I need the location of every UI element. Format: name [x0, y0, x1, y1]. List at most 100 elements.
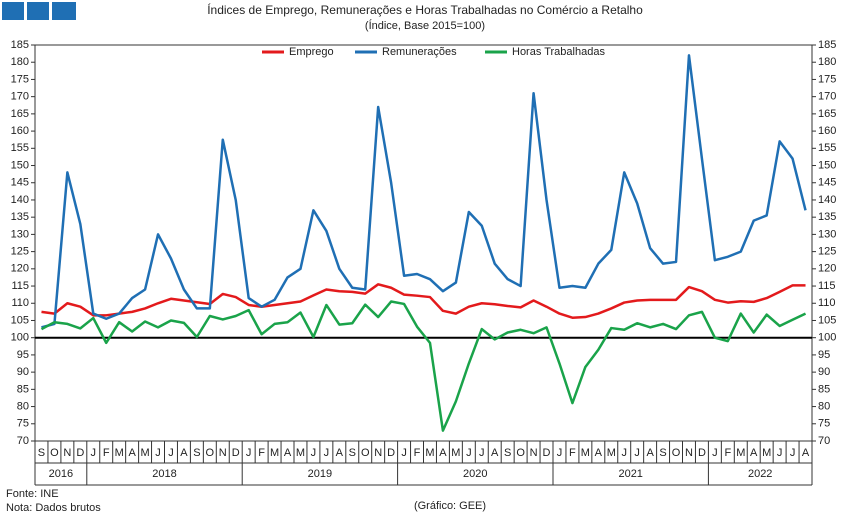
- x-tick-label: D: [76, 447, 84, 459]
- x-tick-label: J: [790, 447, 796, 459]
- y2-tick-label: 170: [818, 91, 836, 103]
- y-tick-label: 150: [11, 159, 29, 171]
- series-line: [41, 283, 806, 319]
- chart-subtitle: (Índice, Base 2015=100): [365, 19, 485, 32]
- x-tick-label: M: [140, 447, 149, 459]
- x-tick-label: J: [246, 447, 252, 459]
- x-tick-label: O: [361, 447, 370, 459]
- y2-tick-label: 185: [818, 39, 836, 51]
- series-line: [41, 54, 807, 329]
- x-tick-label: F: [103, 447, 110, 459]
- note: Nota: Dados brutos: [6, 502, 101, 514]
- y2-tick-label: 80: [818, 400, 830, 412]
- x-tick-label: O: [50, 447, 59, 459]
- y2-tick-label: 180: [818, 56, 836, 68]
- x-tick-label: M: [425, 447, 434, 459]
- year-label: 2019: [308, 468, 332, 480]
- y2-tick-label: 125: [818, 246, 836, 258]
- y2-tick-label: 160: [818, 125, 836, 137]
- series-line: [40, 300, 807, 432]
- x-tick-label: M: [296, 447, 305, 459]
- x-tick-label: J: [777, 447, 783, 459]
- x-tick-label: O: [672, 447, 681, 459]
- year-label: 2016: [49, 468, 73, 480]
- x-tick-label: O: [206, 447, 215, 459]
- x-tick-label: J: [311, 447, 317, 459]
- y2-tick-label: 165: [818, 108, 836, 120]
- x-tick-label: D: [387, 447, 395, 459]
- x-tick-label: J: [155, 447, 161, 459]
- y2-tick-label: 130: [818, 228, 836, 240]
- source: Fonte: INE: [6, 488, 59, 500]
- logo-block: [2, 2, 24, 20]
- year-label: 2022: [748, 468, 772, 480]
- y-tick-label: 120: [11, 263, 29, 275]
- y-tick-label: 75: [17, 418, 29, 430]
- legend-label: Emprego: [289, 46, 334, 58]
- x-tick-label: D: [543, 447, 551, 459]
- y-tick-label: 115: [11, 280, 29, 292]
- x-tick-label: A: [750, 447, 758, 459]
- x-tick-label: J: [557, 447, 563, 459]
- chart-title: Índices de Emprego, Remunerações e Horas…: [207, 2, 643, 17]
- y2-tick-label: 140: [818, 194, 836, 206]
- x-tick-label: A: [595, 447, 603, 459]
- x-tick-label: S: [349, 447, 356, 459]
- x-tick-label: S: [193, 447, 200, 459]
- y2-tick-label: 110: [818, 297, 836, 309]
- x-tick-label: M: [451, 447, 460, 459]
- y2-tick-label: 75: [818, 418, 830, 430]
- y-tick-label: 175: [11, 73, 29, 85]
- legend-label: Remunerações: [382, 46, 457, 58]
- x-tick-label: A: [491, 447, 499, 459]
- x-tick-label: F: [414, 447, 421, 459]
- y-tick-label: 85: [17, 383, 29, 395]
- y2-tick-label: 115: [818, 280, 836, 292]
- y-tick-label: 90: [17, 366, 29, 378]
- x-tick-label: F: [258, 447, 265, 459]
- credit: (Gráfico: GEE): [414, 500, 486, 512]
- y2-tick-label: 120: [818, 263, 836, 275]
- y2-tick-label: 135: [818, 211, 836, 223]
- y-tick-label: 95: [17, 349, 29, 361]
- y2-tick-label: 70: [818, 435, 830, 447]
- x-tick-label: S: [504, 447, 511, 459]
- x-tick-label: A: [284, 447, 292, 459]
- x-tick-label: J: [712, 447, 718, 459]
- x-tick-label: J: [401, 447, 407, 459]
- x-tick-label: N: [63, 447, 71, 459]
- y-tick-label: 135: [11, 211, 29, 223]
- y2-tick-label: 105: [818, 314, 836, 326]
- y2-tick-label: 175: [818, 73, 836, 85]
- x-tick-label: A: [802, 447, 810, 459]
- y-tick-label: 155: [11, 142, 29, 154]
- y2-tick-label: 145: [818, 177, 836, 189]
- y2-tick-label: 95: [818, 349, 830, 361]
- x-tick-label: F: [724, 447, 731, 459]
- x-tick-label: M: [607, 447, 616, 459]
- y-tick-label: 70: [17, 435, 29, 447]
- x-tick-label: J: [621, 447, 627, 459]
- x-tick-label: D: [232, 447, 240, 459]
- x-tick-label: M: [762, 447, 771, 459]
- x-tick-label: O: [516, 447, 525, 459]
- y-tick-label: 180: [11, 56, 29, 68]
- y-tick-label: 125: [11, 246, 29, 258]
- y-tick-label: 80: [17, 400, 29, 412]
- x-tick-label: S: [38, 447, 45, 459]
- x-tick-label: M: [581, 447, 590, 459]
- y-tick-label: 110: [11, 297, 29, 309]
- y-tick-label: 145: [11, 177, 29, 189]
- x-tick-label: N: [530, 447, 538, 459]
- logo-block: [27, 2, 49, 20]
- x-tick-label: M: [270, 447, 279, 459]
- x-tick-label: J: [91, 447, 97, 459]
- x-tick-label: M: [115, 447, 124, 459]
- x-tick-label: N: [374, 447, 382, 459]
- x-tick-label: J: [634, 447, 640, 459]
- legend-label: Horas Trabalhadas: [512, 46, 605, 58]
- y-tick-label: 105: [11, 314, 29, 326]
- x-tick-label: N: [685, 447, 693, 459]
- x-tick-label: J: [324, 447, 330, 459]
